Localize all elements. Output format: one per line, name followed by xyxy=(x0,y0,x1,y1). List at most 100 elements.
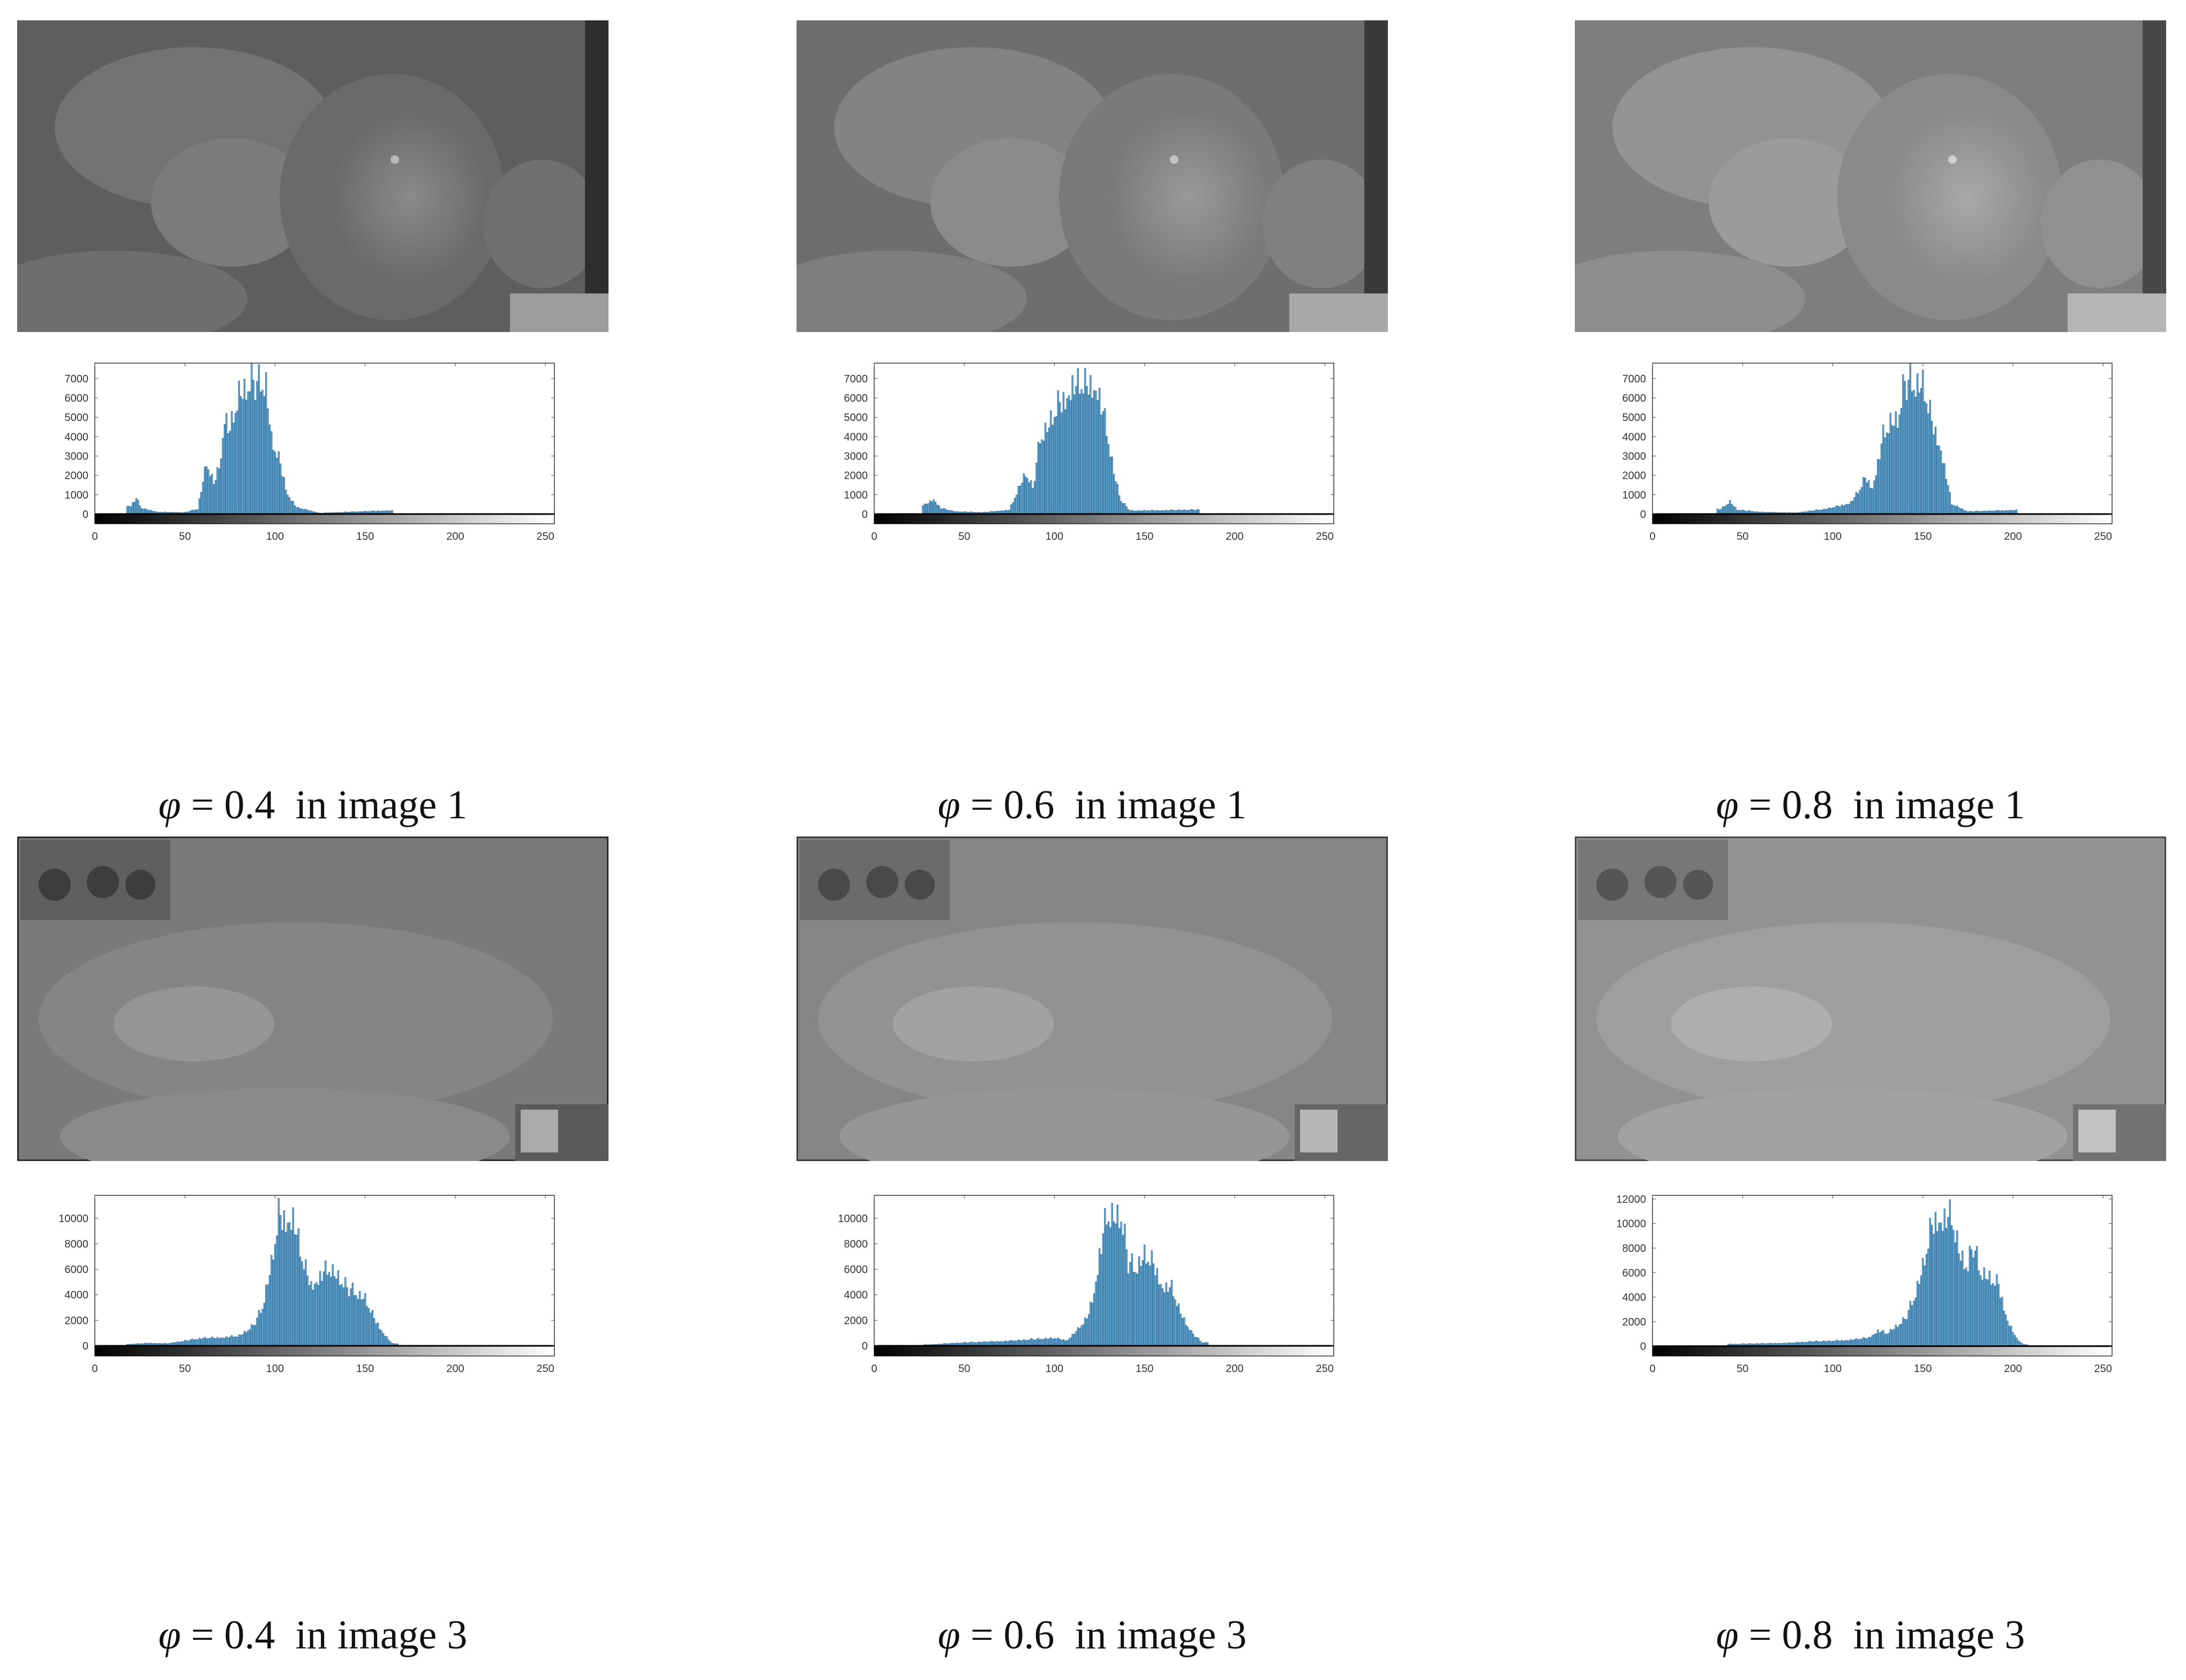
histogram-bar xyxy=(335,1279,337,1346)
x-tick-label: 150 xyxy=(1136,1363,1153,1375)
histogram-bar xyxy=(1066,1340,1068,1346)
histogram-bar xyxy=(1920,1275,1922,1346)
y-tick-label: 6000 xyxy=(65,1264,89,1276)
histogram-bar xyxy=(1918,393,1920,515)
histogram-bar xyxy=(1190,1330,1192,1346)
histogram-bar xyxy=(261,389,264,515)
histogram-bar xyxy=(274,451,276,515)
histogram-bar xyxy=(936,504,938,515)
histogram-bar xyxy=(1898,1324,1900,1346)
thumbnail-image xyxy=(797,20,1388,332)
caption-text: = 0.4 in image 1 xyxy=(191,782,468,827)
histogram-bar xyxy=(290,501,292,515)
histogram-bar xyxy=(1115,481,1117,515)
histogram-bar xyxy=(197,1339,199,1346)
histogram-bar xyxy=(1853,1339,1856,1346)
histogram-bar xyxy=(1837,1340,1839,1347)
y-tick-label: 2000 xyxy=(844,470,868,482)
histogram-bar xyxy=(1815,1340,1817,1346)
histogram-bar xyxy=(1050,410,1052,515)
histogram-bar xyxy=(1116,1204,1118,1346)
histogram-bar xyxy=(1942,1231,1944,1346)
histogram-bar xyxy=(1936,1231,1939,1346)
histogram-bar xyxy=(283,1210,286,1346)
histogram-bar xyxy=(1046,1338,1048,1346)
histogram-bar xyxy=(274,1244,276,1346)
histogram-bar xyxy=(1839,506,1841,515)
x-tick-label: 200 xyxy=(2004,531,2022,543)
histogram-bar xyxy=(333,1276,336,1346)
histogram-bar xyxy=(943,508,945,515)
histogram-bar xyxy=(1853,497,1856,515)
x-tick-label: 50 xyxy=(958,1363,970,1375)
y-tick-label: 4000 xyxy=(65,431,89,443)
histogram-bar xyxy=(386,1336,388,1346)
histogram-bar xyxy=(337,1270,339,1346)
histogram-bar xyxy=(384,1336,386,1346)
x-tick-label: 200 xyxy=(446,531,464,543)
y-tick-label: 5000 xyxy=(844,412,868,424)
histogram-bar xyxy=(290,1230,292,1346)
histogram-bar xyxy=(1138,1256,1140,1346)
histogram-bar xyxy=(1843,506,1845,515)
histogram-bar xyxy=(1909,1301,1911,1347)
histogram-bar xyxy=(1010,504,1012,515)
histogram-bar xyxy=(1059,402,1061,515)
histogram-bar xyxy=(373,1318,375,1346)
histogram-bar xyxy=(1158,1284,1160,1346)
histogram-bar xyxy=(1880,1331,1882,1347)
histogram-bar xyxy=(1911,1305,1913,1346)
histogram-bar xyxy=(1189,1330,1191,1346)
histogram-bar xyxy=(1891,425,1894,515)
histogram-bar xyxy=(209,476,212,515)
histogram-bar xyxy=(1046,432,1048,515)
histogram-bar xyxy=(258,364,260,515)
histogram-bar xyxy=(339,1285,341,1346)
caption-image-3-phi-06: φ = 0.6 in image 3 xyxy=(797,1612,1388,1659)
x-tick-label: 250 xyxy=(1316,531,1333,543)
histogram-bar xyxy=(1930,1225,1933,1346)
y-tick-label: 7000 xyxy=(1622,373,1647,385)
histogram-bar xyxy=(277,451,280,515)
histogram-bar xyxy=(1988,1270,1990,1347)
histogram-bar xyxy=(299,508,302,515)
histogram-bar xyxy=(353,1295,356,1346)
histogram-bar xyxy=(226,1336,228,1346)
x-tick-label: 200 xyxy=(2004,1363,2022,1375)
histogram-bar xyxy=(1924,1265,1926,1346)
histogram-bar xyxy=(364,1293,366,1346)
histogram-bar xyxy=(1050,1337,1052,1346)
histogram-bars xyxy=(126,363,393,515)
histogram-bar xyxy=(1140,1265,1142,1346)
histogram-bar xyxy=(1969,1246,1971,1346)
histogram-bar xyxy=(1033,1340,1036,1346)
y-tick-label: 6000 xyxy=(844,1264,868,1276)
histogram-bar xyxy=(1834,507,1836,515)
y-tick-label: 4000 xyxy=(844,431,868,443)
histogram-bar xyxy=(2003,1310,2005,1346)
x-tick-label: 50 xyxy=(179,531,191,543)
histogram-bar xyxy=(254,400,257,515)
histogram-bar xyxy=(1077,1327,1079,1346)
histogram-bar xyxy=(1945,479,1948,515)
x-tick-label: 100 xyxy=(1824,1363,1842,1375)
histogram-bar xyxy=(1165,1283,1167,1346)
histogram-bar xyxy=(1045,1338,1047,1346)
histogram-bar xyxy=(1071,375,1073,515)
histogram-bar xyxy=(1922,370,1924,515)
histogram-bar xyxy=(1936,446,1939,515)
histogram-bar xyxy=(271,1255,273,1346)
histogram-bar xyxy=(1030,480,1032,515)
histogram-bar xyxy=(236,410,238,515)
histogram-image-1-phi-08: 0 1000 2000 3000 4000 5000 6000 7000 0 50 100 150 20… xyxy=(1575,363,2166,553)
histogram-bar xyxy=(1062,1339,1065,1346)
histogram-bar xyxy=(1172,1296,1175,1346)
histogram-bar xyxy=(1897,427,1899,515)
histogram-bar xyxy=(1111,456,1113,515)
histogram-bar xyxy=(1905,1319,1908,1347)
histogram-bar xyxy=(1902,374,1904,515)
histogram-bar xyxy=(1109,1227,1111,1346)
histogram-bar xyxy=(322,1271,325,1346)
histogram-bar xyxy=(1943,1208,1945,1347)
histogram-bar xyxy=(382,1333,385,1346)
